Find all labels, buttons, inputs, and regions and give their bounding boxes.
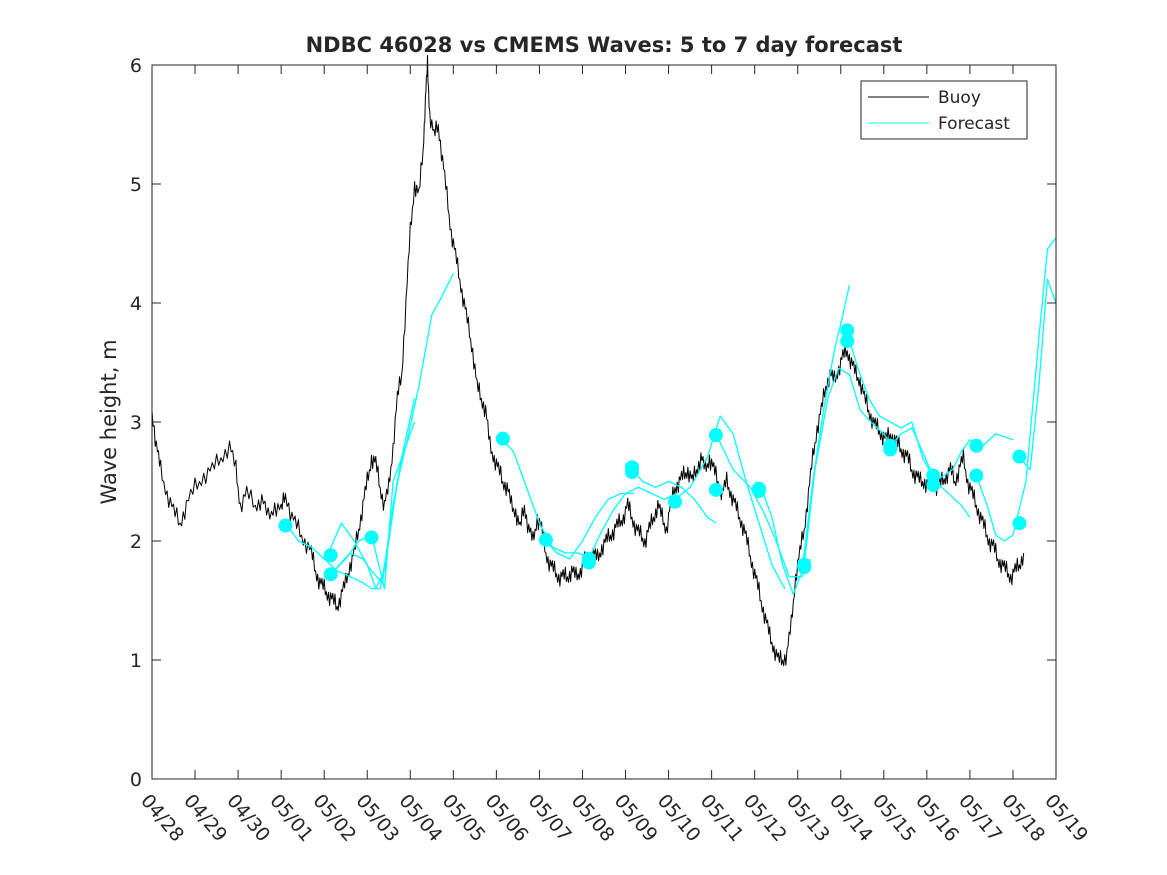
y-tick-label: 2	[130, 531, 142, 553]
y-tick-label: 3	[130, 412, 142, 434]
series-line-forecast-11	[760, 284, 851, 596]
legend-label-forecast: Forecast	[938, 114, 1010, 134]
series-line-forecast-3	[330, 273, 454, 590]
series-line-forecast-4	[336, 421, 416, 584]
series-line-forecast-17	[1018, 278, 1057, 471]
series-line-forecast-16	[975, 237, 1057, 542]
forecast-marker	[1012, 516, 1027, 531]
legend-label-buoy: Buoy	[938, 88, 981, 108]
forecast-marker	[926, 478, 941, 493]
legend: Buoy Forecast	[860, 80, 1028, 140]
y-tick-label: 4	[130, 293, 142, 315]
y-tick-label: 1	[130, 650, 142, 672]
forecast-marker	[495, 431, 510, 446]
forecast-marker	[751, 484, 766, 499]
series-line-forecast-13	[846, 332, 937, 482]
forecast-marker	[797, 560, 812, 575]
chart-title: NDBC 46028 vs CMEMS Waves: 5 to 7 day fo…	[306, 33, 903, 57]
forecast-marker	[323, 548, 338, 563]
series-line-forecast-15	[932, 433, 1014, 483]
axes-background	[152, 65, 1056, 779]
series-line-forecast-12	[803, 367, 893, 565]
forecast-marker	[538, 532, 553, 547]
y-tick-label: 6	[130, 55, 142, 77]
forecast-marker	[883, 442, 898, 457]
plot-area: 04/2804/2904/3005/0105/0205/0305/0405/05…	[130, 55, 1092, 846]
y-tick-label: 5	[130, 174, 142, 196]
forecast-marker	[624, 464, 639, 479]
series-line-forecast-8	[631, 469, 717, 524]
y-axis-label: Wave height, m	[97, 339, 121, 504]
forecast-marker	[708, 428, 723, 443]
forecast-marker	[581, 555, 596, 570]
forecast-marker	[323, 567, 338, 582]
forecast-marker	[668, 494, 683, 509]
series-line-forecast-9	[674, 415, 786, 589]
forecast-marker	[1012, 449, 1027, 464]
legend-box	[860, 80, 1028, 140]
series-layer	[151, 55, 1057, 667]
forecast-marker	[364, 530, 379, 545]
forecast-marker	[708, 482, 723, 497]
forecast-marker	[969, 438, 984, 453]
y-tick-label: 0	[130, 769, 142, 791]
forecast-marker	[969, 468, 984, 483]
series-line-forecast-7	[588, 486, 678, 560]
forecast-marker	[840, 334, 855, 349]
forecast-marker	[278, 518, 293, 533]
series-line-forecast-14	[889, 427, 971, 518]
series-line-forecast-6	[545, 492, 635, 560]
